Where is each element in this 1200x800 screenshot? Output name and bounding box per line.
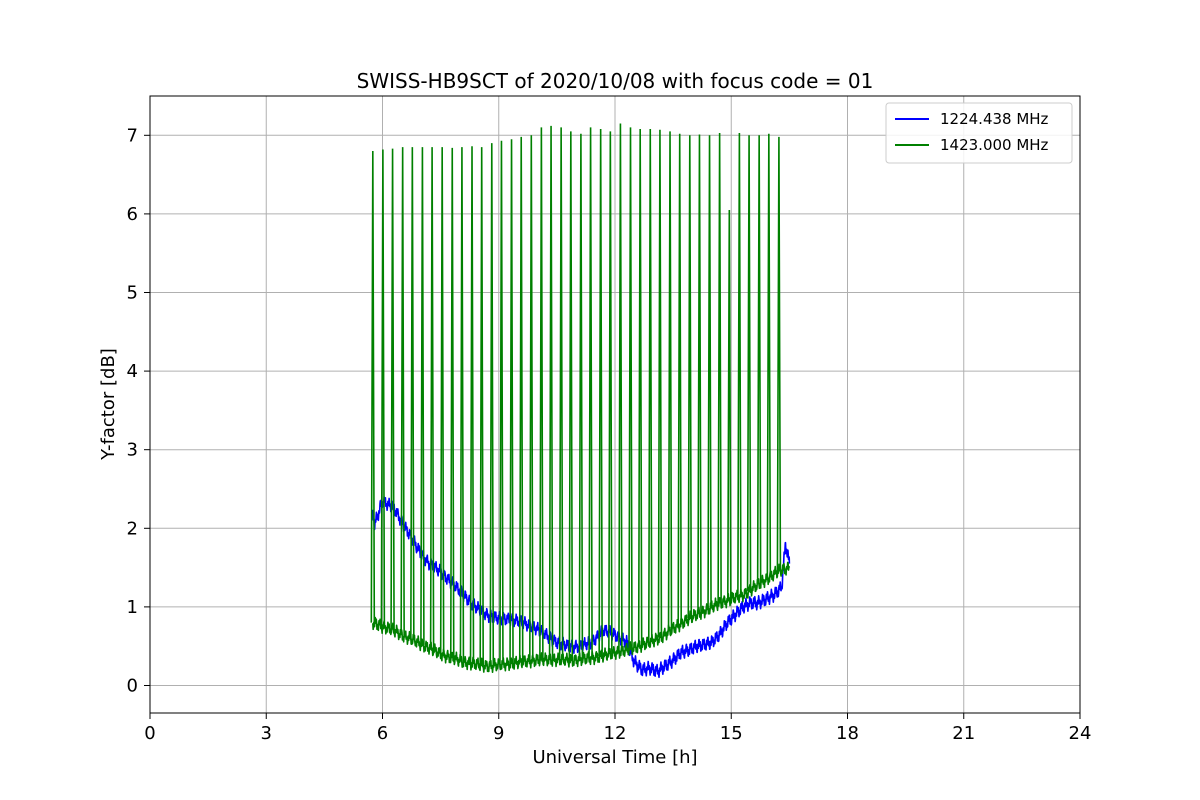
spike-point <box>608 131 613 654</box>
spike-point <box>756 135 762 585</box>
y-tick-label: 2 <box>127 518 138 539</box>
legend: 1224.438 MHz 1423.000 MHz <box>885 102 1073 164</box>
x-tick-label: 12 <box>604 723 627 744</box>
grid-lines <box>149 96 1081 713</box>
spike-point <box>618 123 623 652</box>
spike-point <box>578 133 584 660</box>
y-axis: 0 1 2 3 4 5 6 7 <box>127 125 150 696</box>
spike-point <box>746 135 752 591</box>
spike-point <box>558 127 564 660</box>
y-tick-label: 0 <box>127 675 138 696</box>
spike-point <box>677 133 683 625</box>
spike-point <box>469 146 475 664</box>
series-1224 <box>372 496 791 679</box>
spike-point <box>687 135 693 619</box>
x-tick-label: 15 <box>720 723 743 744</box>
spike-point <box>707 135 712 609</box>
chart-title: SWISS-HB9SCT of 2020/10/08 with focus co… <box>357 69 874 93</box>
y-tick-label: 5 <box>127 282 138 303</box>
spike-point <box>518 136 524 663</box>
series-layer <box>370 123 791 679</box>
y-tick-label: 4 <box>127 361 138 382</box>
spike-point <box>637 129 643 646</box>
spike-point <box>370 151 376 623</box>
series-line-1224 <box>372 496 791 679</box>
x-axis: 0 3 6 9 12 15 18 21 24 <box>144 713 1091 744</box>
spike-point <box>410 147 415 640</box>
spike-point <box>598 129 603 657</box>
spike-point <box>439 147 445 655</box>
legend-label-1224: 1224.438 MHz <box>940 110 1049 128</box>
x-tick-label: 24 <box>1069 723 1092 744</box>
spike-point <box>449 147 455 658</box>
spike-point <box>667 131 673 631</box>
legend-label-1423: 1423.000 MHz <box>940 136 1049 154</box>
spike-point <box>727 209 732 600</box>
x-axis-label: Universal Time [h] <box>532 747 697 768</box>
spike-point <box>528 135 534 661</box>
x-tick-label: 9 <box>493 723 504 744</box>
spike-point <box>647 129 653 643</box>
spike-point <box>539 127 544 660</box>
spike-point <box>766 133 772 578</box>
spike-point <box>459 147 465 662</box>
x-tick-label: 6 <box>377 723 388 744</box>
series-1423 <box>370 123 791 674</box>
y-tick-label: 7 <box>127 125 138 146</box>
y-tick-label: 3 <box>127 440 138 461</box>
spike-point <box>548 125 554 660</box>
legend-box <box>885 102 1073 164</box>
spike-point <box>776 136 782 572</box>
y-tick-label: 1 <box>127 597 138 618</box>
spike-point <box>400 147 405 636</box>
spike-point <box>509 139 514 664</box>
x-tick-label: 21 <box>952 723 975 744</box>
y-tick-label: 6 <box>127 204 138 225</box>
spike-point <box>429 147 435 650</box>
x-tick-label: 0 <box>144 723 155 744</box>
spike-point <box>499 140 504 665</box>
spike-point <box>588 127 593 659</box>
x-tick-label: 3 <box>261 723 272 744</box>
spike-point <box>628 127 633 649</box>
spike-point <box>380 149 386 627</box>
series-line-1423 <box>372 561 791 674</box>
y-axis-label: Y-factor [dB] <box>98 348 119 461</box>
spike-point <box>390 148 395 630</box>
spike-point <box>420 147 425 645</box>
spike-point <box>657 129 663 638</box>
spike-point <box>489 143 495 666</box>
spike-point <box>568 131 574 661</box>
x-tick-label: 18 <box>836 723 859 744</box>
spike-point <box>697 134 702 614</box>
spike-point <box>479 147 485 666</box>
spike-point <box>717 132 722 603</box>
spike-point <box>737 132 742 597</box>
